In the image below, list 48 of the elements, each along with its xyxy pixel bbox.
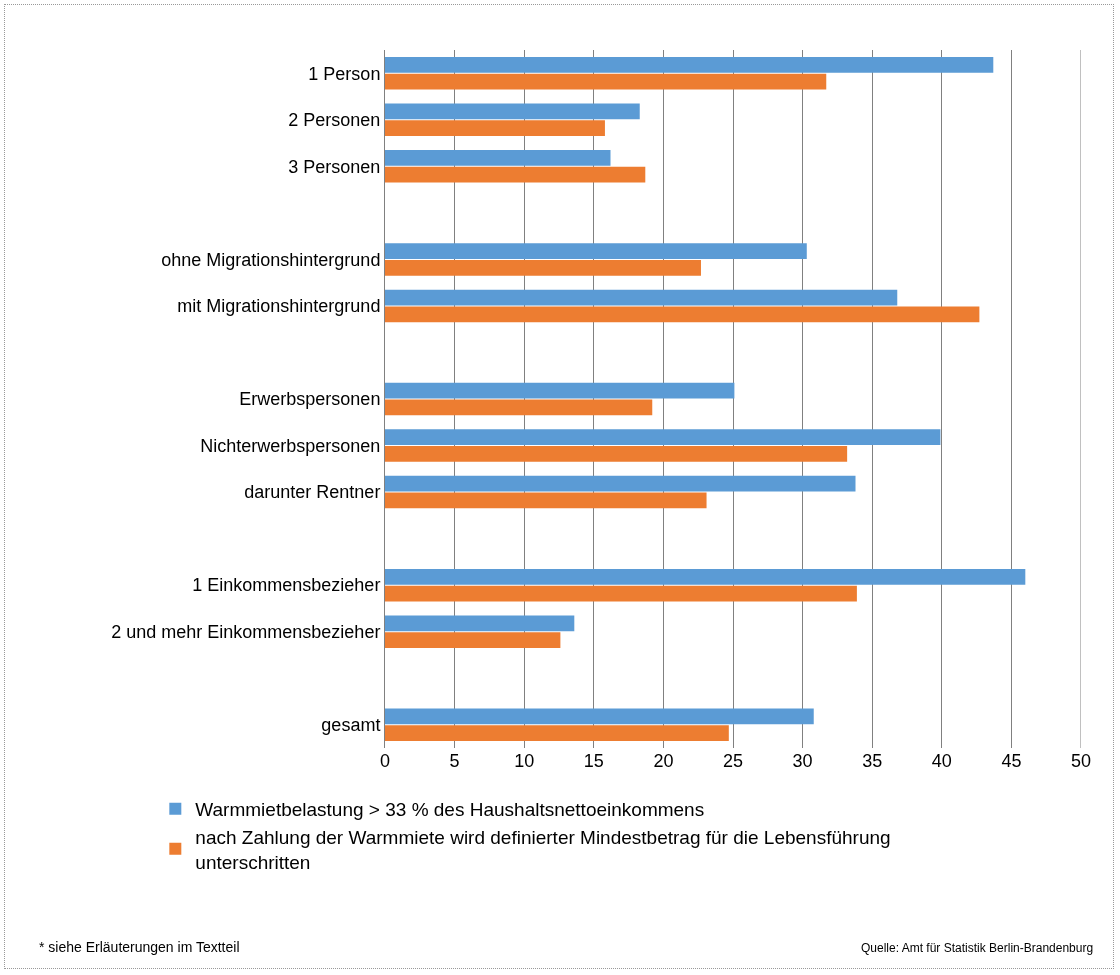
bar (385, 166, 646, 183)
y-tick-label: Nichterwerbspersonen (200, 435, 381, 456)
y-tick-label: ohne Migrationshintergrund (161, 249, 381, 270)
x-tick-label: 10 (514, 751, 535, 771)
x-tick-label: 30 (792, 751, 813, 771)
y-tick-label: gesamt (321, 715, 381, 736)
bar (385, 475, 856, 492)
y-tick-label: darunter Rentner (244, 482, 381, 503)
source-note: Quelle: Amt für Statistik Berlin-Brandenburg (861, 941, 1094, 955)
x-tick-label: 35 (862, 751, 883, 771)
bar (385, 568, 1026, 585)
bar (385, 243, 807, 259)
x-tick-label: 45 (1001, 751, 1022, 771)
bar (385, 259, 701, 276)
bar (385, 57, 994, 73)
x-tick-label: 50 (1070, 751, 1092, 771)
x-tick-label: 20 (653, 751, 674, 771)
bar (385, 632, 561, 648)
y-tick-label: 1 Einkommensbezieher (192, 575, 381, 596)
bar (385, 429, 941, 446)
y-tick-label: mit Migrationshintergrund (177, 296, 381, 317)
bar (385, 306, 980, 323)
bar (385, 615, 575, 632)
bar (385, 708, 814, 725)
bar (385, 73, 827, 90)
bar (385, 585, 857, 602)
bar (385, 289, 898, 306)
x-tick-label: 40 (931, 751, 952, 771)
y-tick-label: 3 Personen (288, 156, 381, 177)
legend-label: nach Zahlung der Warmmiete wird definierter Mindestbetrag für die Lebensführung unterschritten (195, 826, 891, 873)
y-tick-label: Erwerbspersonen (239, 389, 381, 410)
x-tick-label: 0 (379, 751, 391, 771)
y-tick-label: 2 und mehr Einkommensbezieher (111, 621, 381, 642)
bar (385, 150, 611, 166)
bar (385, 120, 605, 137)
text: * siehe Erläuterungen im Textteil (39, 939, 240, 955)
bar (385, 399, 653, 416)
y-tick-label: 1 Person (308, 63, 381, 84)
x-tick-label: 25 (722, 751, 744, 771)
bar (385, 382, 735, 399)
bar (385, 492, 707, 509)
legend-label: Warmmietbelastung > 33 % des Haushaltsnettoeinkommens (195, 799, 705, 821)
bar (385, 103, 640, 120)
x-tick-label: 5 (449, 751, 460, 771)
bar (385, 446, 848, 462)
x-tick-label: 15 (583, 751, 604, 771)
y-tick-label: 2 Personen (288, 110, 381, 131)
bar (385, 725, 729, 741)
